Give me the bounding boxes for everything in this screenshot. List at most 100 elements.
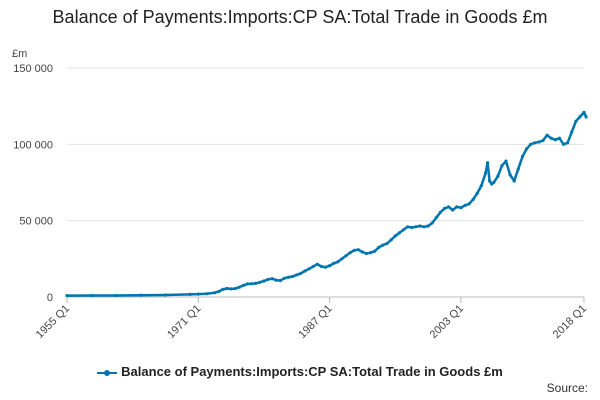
x-tick-label: 1955 Q1 — [34, 303, 72, 341]
data-point — [426, 224, 430, 228]
data-point — [475, 191, 479, 195]
data-point — [471, 197, 475, 201]
data-point — [410, 225, 414, 230]
data-point — [90, 293, 94, 298]
data-point — [578, 115, 582, 119]
data-point — [385, 242, 389, 246]
data-point — [287, 275, 291, 279]
data-point — [299, 271, 303, 275]
data-point — [373, 249, 377, 253]
data-point — [393, 234, 397, 238]
data-point — [254, 281, 258, 285]
data-point — [229, 287, 233, 291]
data-point — [553, 138, 557, 142]
chart-legend[interactable]: Balance of Payments:Imports:CP SA:Total … — [0, 364, 600, 379]
data-point — [422, 225, 426, 229]
data-point — [291, 274, 295, 278]
data-point — [250, 282, 254, 286]
data-point — [557, 136, 562, 140]
data-point — [114, 293, 118, 298]
data-point — [414, 225, 418, 229]
data-point — [278, 278, 282, 283]
data-point — [258, 280, 262, 284]
data-point — [348, 251, 352, 255]
data-point — [582, 110, 586, 114]
data-point — [319, 264, 323, 269]
data-point — [541, 138, 545, 143]
y-tick-label: 100 000 — [13, 139, 53, 151]
data-point — [570, 130, 574, 134]
data-point — [451, 208, 455, 212]
data-point — [545, 133, 549, 137]
data-point — [486, 161, 490, 165]
data-point — [221, 287, 225, 291]
x-tick-label: 1987 Q1 — [296, 303, 334, 341]
data-point — [139, 293, 143, 297]
data-point — [270, 277, 274, 281]
data-point — [533, 141, 537, 145]
data-point — [344, 254, 348, 258]
data-point — [397, 231, 401, 235]
data-point — [262, 279, 266, 283]
data-point — [504, 159, 508, 163]
x-tick-label: 1971 Q1 — [165, 303, 203, 341]
data-point — [442, 206, 447, 211]
data-point — [307, 267, 311, 271]
y-tick-label: 50 000 — [19, 216, 53, 228]
data-point — [389, 238, 393, 242]
y-tick-label: 0 — [47, 292, 53, 304]
y-unit-label: £m — [12, 48, 27, 60]
data-point — [196, 292, 200, 296]
data-point — [303, 269, 307, 273]
data-point — [233, 287, 237, 291]
y-tick-label: 150 000 — [13, 63, 53, 75]
data-point — [241, 283, 245, 287]
data-point — [447, 205, 451, 209]
data-point — [188, 292, 192, 296]
data-point — [574, 119, 578, 123]
data-point — [401, 228, 406, 232]
data-point — [549, 136, 553, 140]
data-point — [488, 179, 492, 183]
x-tick-label: 2003 Q1 — [428, 303, 466, 341]
data-point — [496, 174, 500, 178]
data-point — [245, 282, 250, 286]
data-point — [65, 294, 69, 298]
chart-title: Balance of Payments:Imports:CP SA:Total … — [52, 7, 548, 27]
data-point — [512, 179, 516, 183]
data-point — [520, 154, 525, 159]
x-tick-label: 2018 Q1 — [551, 303, 589, 341]
data-point — [459, 206, 463, 210]
data-point — [213, 291, 217, 295]
data-point — [356, 248, 360, 252]
data-point — [381, 243, 385, 247]
data-point — [566, 141, 570, 145]
data-point — [163, 293, 168, 297]
data-point — [369, 251, 373, 255]
data-point — [282, 276, 287, 280]
legend-swatch-icon — [97, 367, 118, 379]
data-point — [352, 248, 356, 252]
legend-label: Balance of Payments:Imports:CP SA:Total … — [121, 364, 503, 379]
source-label: Source: — [546, 381, 588, 395]
data-point — [479, 184, 483, 188]
data-point — [266, 277, 270, 281]
data-point — [438, 210, 442, 214]
data-point — [561, 142, 566, 146]
data-point — [364, 251, 369, 256]
data-point — [455, 205, 459, 209]
data-point — [463, 203, 467, 207]
data-point — [584, 115, 588, 119]
data-point — [332, 261, 336, 265]
data-point — [418, 224, 422, 228]
data-point — [315, 262, 319, 266]
data-point — [516, 167, 520, 171]
data-point — [217, 289, 221, 294]
data-point — [483, 171, 488, 175]
data-point — [525, 147, 529, 151]
data-point — [406, 225, 410, 229]
data-point — [500, 164, 504, 168]
data-point — [336, 260, 340, 264]
data-point — [328, 264, 332, 268]
